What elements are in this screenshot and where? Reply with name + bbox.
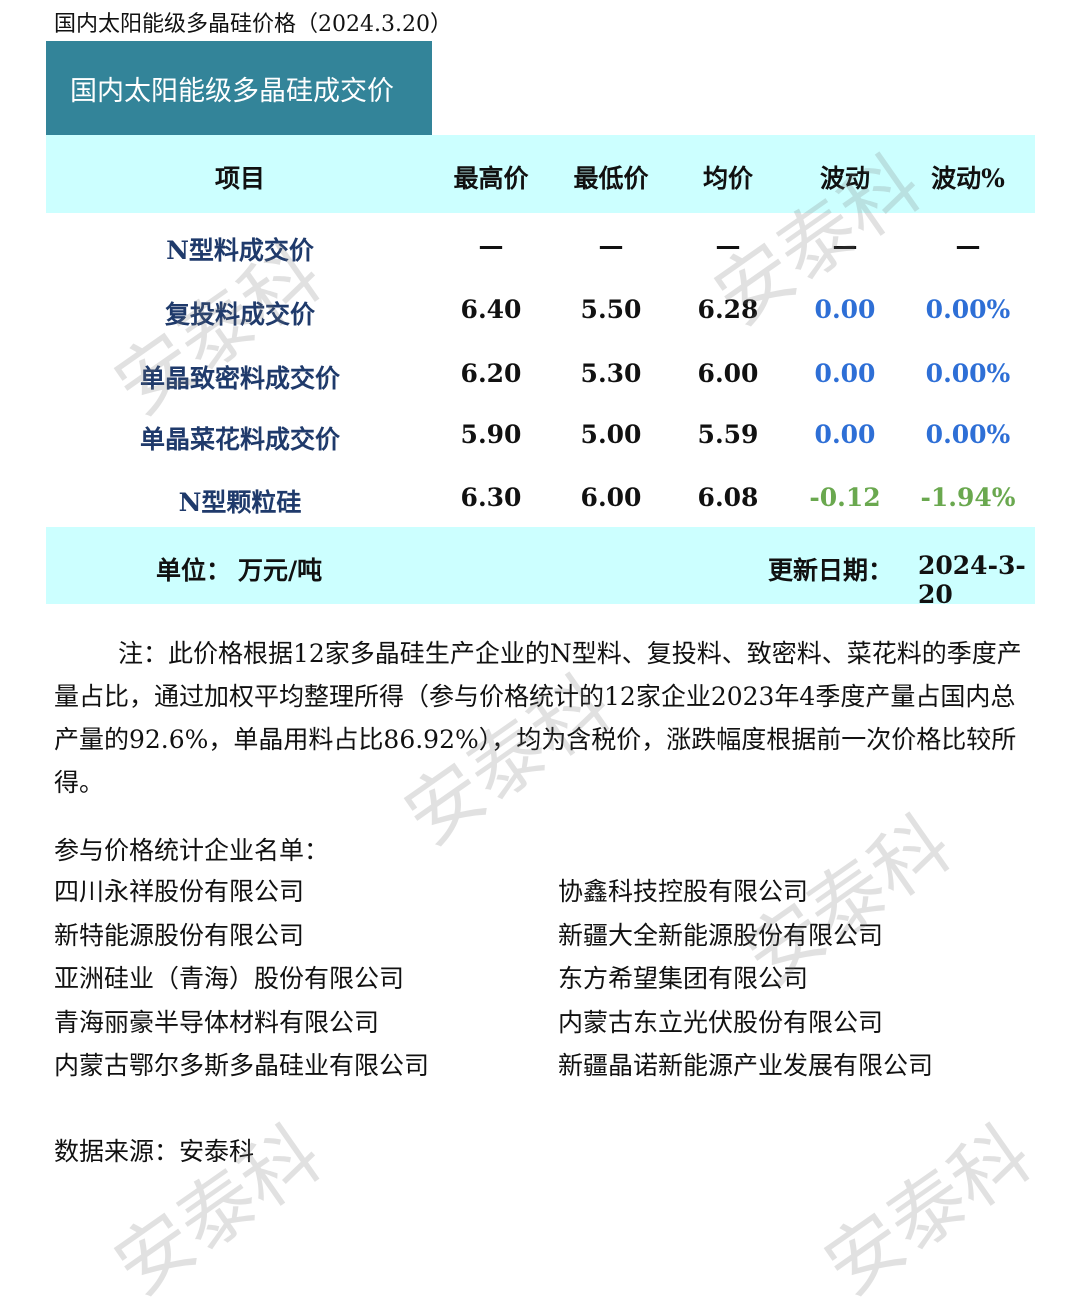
table-row: N型料成交价 — — — — — (46, 227, 1035, 267)
table-row: N型颗粒硅 6.30 6.00 6.08 -0.12 -1.94% (46, 479, 1035, 519)
row-change: -0.12 (809, 483, 881, 512)
row-avg: — (715, 231, 741, 260)
row-change-pct: 0.00% (925, 420, 1011, 449)
company-item: 东方希望集团有限公司 (558, 964, 809, 993)
row-item: N型料成交价 (166, 236, 314, 265)
companies-title: 参与价格统计企业名单： (54, 836, 330, 865)
table-footer: 单位： 万元/吨 更新日期： 2024-3-20 (46, 527, 1035, 609)
row-low: 6.00 (580, 483, 642, 512)
watermark: 安泰科 (808, 1108, 1047, 1313)
document-title: 国内太阳能级多晶硅价格（2024.3.20） (54, 12, 452, 37)
header-high: 最高价 (453, 164, 529, 193)
date-label: 更新日期： (768, 556, 894, 585)
company-item: 新疆大全新能源股份有限公司 (558, 920, 884, 950)
table-row: 复投料成交价 6.40 5.50 6.28 0.00 0.00% (46, 291, 1035, 331)
row-high: — (478, 231, 504, 260)
row-item: 单晶菜花料成交价 (139, 425, 341, 454)
table-header: 项目 最高价 最低价 均价 波动 波动% (46, 135, 1035, 213)
company-item: 亚洲硅业（青海）股份有限公司 (54, 964, 405, 993)
header-low: 最低价 (573, 164, 649, 193)
row-high: 6.20 (460, 359, 522, 388)
row-change-pct: 0.00% (925, 295, 1011, 324)
companies-left-list: 四川永祥股份有限公司 新特能源股份有限公司 亚洲硅业（青海）股份有限公司 青海丽… (54, 870, 429, 1088)
row-high: 5.90 (460, 420, 522, 449)
header-avg: 均价 (702, 164, 754, 193)
row-change: 0.00 (814, 295, 876, 324)
company-item: 新特能源股份有限公司 (54, 920, 305, 950)
row-low: — (598, 231, 624, 260)
company-item: 协鑫科技控股有限公司 (558, 877, 809, 906)
row-low: 5.50 (580, 295, 642, 324)
row-high: 6.40 (460, 295, 522, 324)
row-change: 0.00 (814, 359, 876, 388)
row-change-pct: — (955, 231, 981, 260)
table-banner: 国内太阳能级多晶硅成交价 (46, 41, 432, 135)
watermark: 安泰科 (98, 1108, 337, 1313)
company-item: 青海丽豪半导体材料有限公司 (54, 1007, 380, 1037)
row-low: 5.00 (580, 420, 642, 449)
row-change-pct: -1.94% (920, 483, 1016, 512)
header-change: 波动 (819, 164, 871, 193)
row-low: 5.30 (580, 359, 642, 388)
row-change-pct: 0.00% (925, 359, 1011, 388)
company-item: 新疆晶诺新能源产业发展有限公司 (558, 1051, 934, 1080)
unit-label: 单位： (156, 556, 232, 585)
row-avg: 6.08 (697, 483, 759, 512)
table-row: 单晶致密料成交价 6.20 5.30 6.00 0.00 0.00% (46, 355, 1035, 395)
row-avg: 6.00 (697, 359, 759, 388)
note-paragraph: 注：此价格根据12家多晶硅生产企业的N型料、复投料、致密料、菜花料的季度产量占比… (54, 639, 1022, 797)
data-source: 数据来源：安泰科 (54, 1137, 255, 1166)
header-change-pct: 波动% (931, 164, 1005, 193)
company-item: 四川永祥股份有限公司 (54, 877, 305, 906)
row-change: 0.00 (814, 420, 876, 449)
row-item: 复投料成交价 (164, 300, 316, 329)
table-row: 单晶菜花料成交价 5.90 5.00 5.59 0.00 0.00% (46, 416, 1035, 456)
company-item: 内蒙古鄂尔多斯多晶硅业有限公司 (54, 1051, 430, 1080)
date-value: 2024-3-20 (918, 551, 1026, 609)
companies-right-list: 协鑫科技控股有限公司 新疆大全新能源股份有限公司 东方希望集团有限公司 内蒙古东… (558, 870, 933, 1088)
row-item: N型颗粒硅 (178, 488, 302, 517)
unit-value: 万元/吨 (238, 556, 323, 585)
row-item: 单晶致密料成交价 (139, 364, 341, 393)
header-item: 项目 (214, 164, 266, 193)
row-high: 6.30 (460, 483, 522, 512)
company-item: 内蒙古东立光伏股份有限公司 (558, 1007, 884, 1037)
row-avg: 6.28 (697, 295, 759, 324)
row-avg: 5.59 (697, 420, 759, 449)
row-change: — (832, 231, 858, 260)
